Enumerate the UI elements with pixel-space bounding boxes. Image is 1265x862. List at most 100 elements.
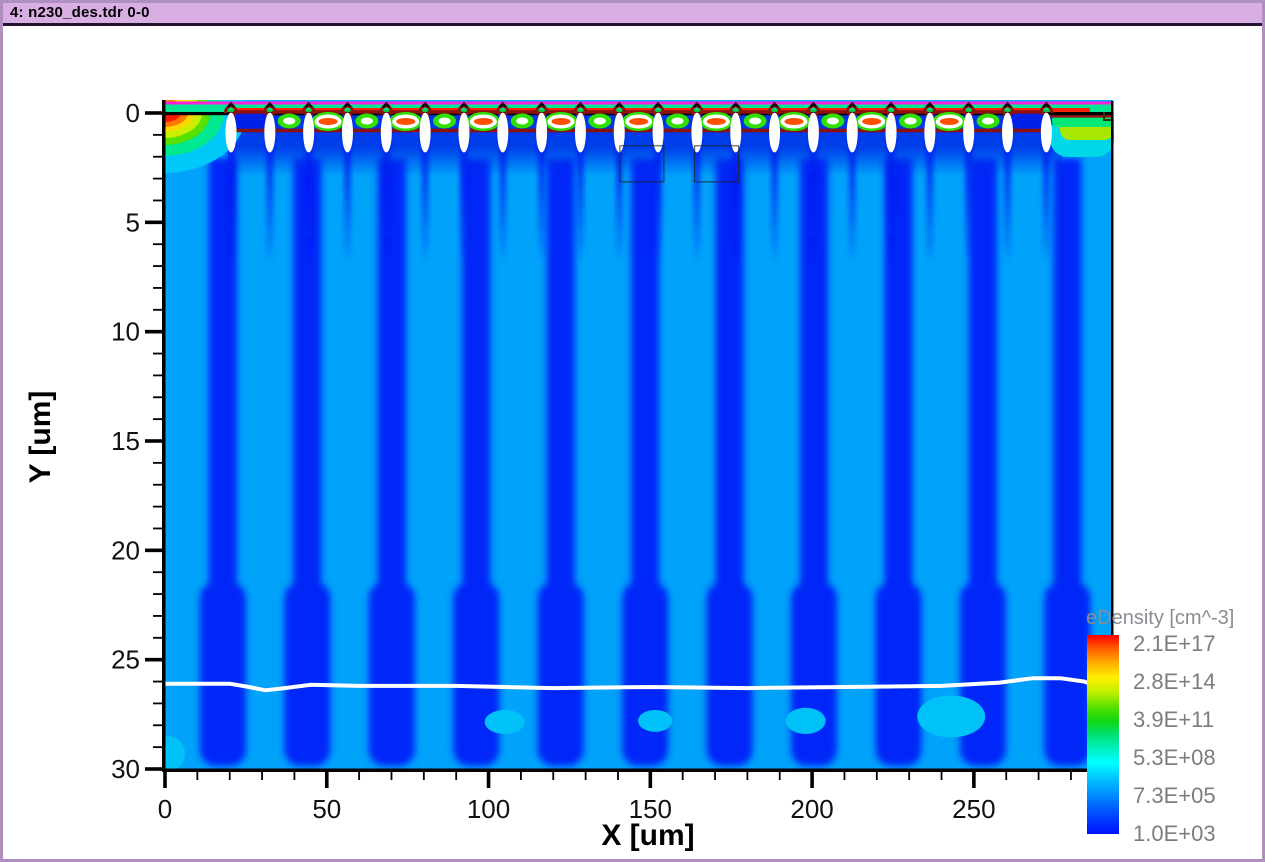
y-major-tick (145, 767, 162, 771)
implant-bump (456, 104, 471, 114)
legend-colorbar (1087, 635, 1119, 834)
implant-streak (499, 133, 507, 263)
implant-bump (573, 104, 588, 114)
implant-bump (340, 104, 355, 114)
implant-streak (576, 133, 584, 263)
legend-title: eDensity [cm^-3] (1086, 607, 1234, 629)
bump-caret (848, 101, 857, 108)
bulk-column-foot (791, 582, 838, 766)
y-minor-tick (153, 724, 162, 727)
axes: 0 5 10 15 20 25 30 0 50 100 150 200 250 (111, 98, 1114, 824)
bump-caret (770, 101, 779, 108)
y-minor-tick (153, 287, 162, 289)
lens-orange-core (706, 118, 726, 125)
x-minor-tick (778, 770, 781, 780)
lens-white-core (438, 117, 451, 125)
lens-white-core (749, 117, 762, 125)
gap-green-square (459, 109, 468, 113)
plot-area (164, 100, 1114, 770)
bulk-column-foot (959, 582, 1006, 766)
y-tick-label: 25 (111, 645, 140, 675)
x-minor-tick (908, 770, 911, 780)
implant-bump (689, 104, 704, 114)
y-minor-tick (153, 593, 162, 595)
cyan-patch (164, 736, 186, 770)
bulk-column-foot (1044, 582, 1091, 766)
bulk-column (546, 158, 575, 590)
x-major-tick (648, 770, 653, 788)
y-major-tick (145, 439, 162, 443)
gap-green-square (770, 109, 779, 113)
x-axis-spine (162, 768, 1114, 772)
bump-caret (1003, 101, 1012, 108)
gap-green-square (576, 109, 585, 113)
low-density-oval (691, 112, 703, 153)
gap-green-square (615, 109, 624, 113)
implant-streak (732, 133, 740, 263)
bump-caret (460, 101, 468, 108)
bump-caret (304, 101, 313, 108)
gap-green-square (537, 109, 546, 113)
right-edge-gradient (1050, 114, 1114, 157)
bump-caret (693, 101, 701, 108)
legend-tick-label: 3.9E+11 (1133, 707, 1214, 732)
implant-bump (379, 104, 394, 114)
implant-bump (612, 104, 627, 114)
implant-bump (922, 104, 937, 114)
y-minor-tick (153, 352, 162, 355)
bulk-column-foot (706, 582, 753, 766)
window-title-bar[interactable]: 4: n230_des.tdr 0-0 (3, 3, 1262, 26)
y-minor-tick (153, 505, 162, 508)
implant-streak (1042, 133, 1050, 263)
lens-white-core (904, 117, 917, 125)
bump-caret (809, 101, 818, 108)
gap-green-square (227, 109, 236, 113)
y-minor-tick (153, 636, 162, 639)
low-density-oval (885, 112, 897, 153)
legend-tick-label: 2.8E+14 (1133, 669, 1216, 694)
y-major-tick (145, 220, 162, 225)
gap-green-square (304, 109, 313, 113)
low-density-oval (730, 112, 742, 153)
bump-caret (227, 101, 235, 108)
legend: 2.1E+17 2.8E+14 3.9E+11 5.3E+08 7.3E+05 1.0E+… (1087, 631, 1216, 846)
cyan-patch (638, 709, 673, 732)
y-minor-tick (153, 133, 162, 136)
implant-streak (305, 133, 313, 263)
x-minor-tick (875, 770, 878, 780)
low-density-oval (341, 112, 353, 153)
y-axis-title: Y [um] (24, 391, 57, 484)
bulk-column-foot (622, 582, 669, 766)
x-major-tick (163, 770, 167, 788)
x-minor-tick (1070, 770, 1072, 780)
mesh-outline-rect (694, 145, 740, 183)
legend-tick-label: 7.3E+05 (1133, 783, 1216, 808)
low-density-oval (1040, 112, 1052, 153)
x-minor-tick (261, 770, 263, 780)
y-minor-tick (153, 527, 162, 530)
implant-bump (961, 104, 976, 114)
low-density-oval (652, 112, 664, 153)
contour-plot[interactable]: 0 5 10 15 20 25 30 0 50 100 150 200 250 2.1E+17 2.8E+1… (3, 26, 1262, 859)
x-minor-tick (1037, 770, 1040, 780)
x-minor-tick (196, 770, 199, 780)
low-density-oval (458, 112, 470, 153)
x-minor-tick (617, 770, 619, 780)
x-major-tick (324, 770, 329, 788)
y-minor-tick (153, 418, 162, 421)
legend-tick-label: 5.3E+08 (1133, 745, 1216, 770)
legend-tick-label: 2.1E+17 (1133, 631, 1216, 656)
x-tick-label: 250 (952, 794, 995, 824)
gap-green-square (809, 109, 818, 113)
implant-streak (771, 133, 779, 263)
implant-bump (651, 104, 666, 114)
bump-caret (537, 101, 546, 108)
x-major-tick (486, 770, 491, 788)
low-density-oval (1002, 112, 1014, 153)
low-density-oval (225, 112, 237, 153)
window-title: 4: n230_des.tdr 0-0 (10, 4, 150, 21)
x-tick-label: 150 (629, 794, 672, 824)
x-tick-label: 100 (467, 794, 510, 824)
bulk-column-foot (284, 582, 331, 766)
lens-orange-core (862, 118, 882, 125)
